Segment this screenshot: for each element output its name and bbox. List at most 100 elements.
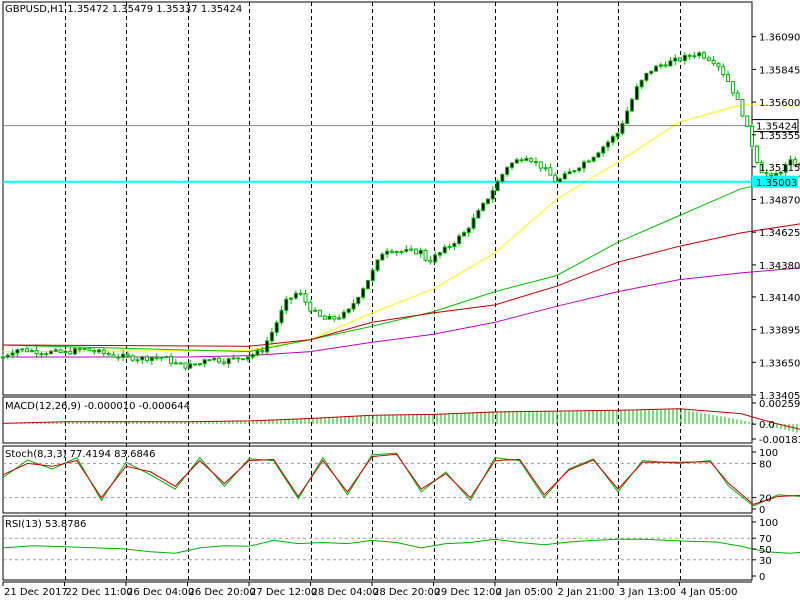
candle (625, 106, 630, 125)
candle (92, 347, 97, 355)
candle-body (87, 348, 92, 352)
candle (457, 233, 462, 246)
candle-body (356, 296, 361, 304)
candle (10, 348, 15, 358)
candle (442, 244, 447, 255)
candle-body (730, 81, 735, 94)
candle-body (596, 152, 601, 158)
candle-body (63, 350, 68, 354)
candle (265, 336, 270, 356)
candle-body (34, 349, 39, 355)
candle (101, 347, 106, 358)
candle (236, 357, 241, 363)
candle (380, 252, 385, 261)
candle (490, 186, 495, 203)
candle (716, 62, 721, 72)
candle-body (380, 253, 385, 261)
candle (245, 356, 250, 362)
candle (39, 351, 44, 359)
candle (327, 314, 332, 320)
candle-body (82, 348, 87, 351)
candle-body (370, 269, 375, 281)
candle-body (639, 79, 644, 88)
candle (774, 170, 779, 176)
candle-body (303, 293, 308, 303)
support-price-label: 1.35003 (756, 178, 797, 189)
candle (596, 151, 601, 158)
candle-body (202, 359, 207, 365)
candle (553, 172, 558, 183)
candle-body (73, 348, 78, 355)
stoch-tick-label: 80 (759, 459, 772, 470)
candle-body (634, 86, 639, 100)
candle-body (68, 350, 73, 355)
candle (740, 98, 745, 118)
candle (404, 245, 409, 254)
candle (111, 351, 116, 358)
moving-average-line (3, 267, 800, 358)
candle-body (341, 311, 346, 319)
candle-body (798, 163, 800, 167)
candle-body (577, 167, 582, 172)
candle (577, 166, 582, 173)
candle (798, 162, 800, 168)
candle-body (58, 349, 63, 354)
candle (702, 50, 707, 60)
candle (298, 289, 303, 297)
candle-body (293, 292, 298, 299)
candle (73, 346, 78, 356)
candle (15, 348, 20, 357)
candle-body (15, 349, 20, 354)
candle (428, 255, 433, 265)
candle-body (130, 355, 135, 361)
candle (159, 356, 164, 362)
candle-body (514, 159, 519, 164)
candle (389, 248, 394, 254)
candle-body (654, 65, 659, 72)
candle-body (164, 356, 169, 359)
candle-body (135, 359, 140, 362)
candle (466, 226, 471, 237)
time-tick-label: 2 Jan 21:00 (558, 587, 615, 598)
candle-body (601, 146, 606, 154)
candle-body (212, 357, 217, 361)
candle-body (351, 302, 356, 310)
candle-body (25, 348, 30, 353)
candle-body (385, 250, 390, 255)
candle-body (630, 98, 635, 112)
candle (188, 360, 193, 369)
candle (29, 348, 34, 353)
candle (615, 132, 620, 141)
candle-body (687, 54, 692, 57)
candle (793, 156, 798, 167)
candle (97, 348, 102, 354)
candle-body (649, 70, 654, 74)
candle-body (313, 309, 318, 312)
candle (788, 155, 793, 166)
stoch-signal-line (2, 453, 800, 505)
candle (687, 53, 692, 60)
price-tick-label: 1.34140 (759, 293, 800, 304)
candle-body (361, 288, 366, 298)
candle-body (250, 354, 255, 358)
candle (337, 314, 342, 321)
candle-body (606, 141, 611, 148)
candle-body (509, 162, 514, 168)
candle-body (615, 132, 620, 138)
candle (356, 296, 361, 306)
candle-body (466, 227, 471, 234)
time-tick-label: 22 Dec 11:00 (66, 587, 133, 598)
candle-body (711, 59, 716, 64)
candle-body (92, 350, 97, 353)
candle (82, 347, 87, 351)
candle (125, 351, 130, 359)
candle-body (269, 331, 274, 342)
candle (538, 161, 543, 173)
candle (639, 79, 644, 89)
stoch-tick-label: 0 (759, 505, 765, 516)
candle-body (476, 210, 481, 219)
candle (754, 144, 759, 165)
candle-body (495, 180, 500, 192)
candle (308, 300, 313, 314)
candle-body (490, 190, 495, 200)
